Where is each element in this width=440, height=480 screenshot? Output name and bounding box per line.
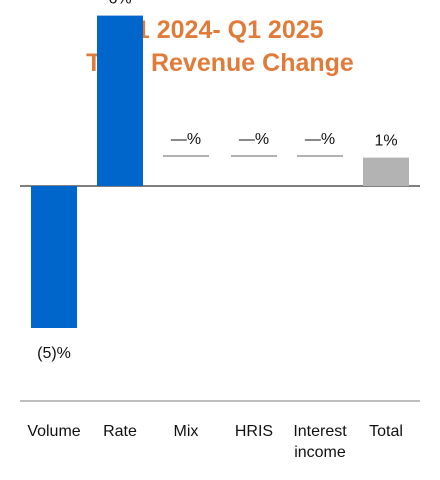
value-label-1: 6% [108, 0, 131, 8]
category-label-4: Interest income [293, 423, 347, 461]
category-label-2: Mix [174, 423, 199, 440]
category-label-0: Volume [27, 423, 80, 440]
value-label-4: —% [305, 131, 335, 148]
bar-5 [363, 157, 409, 186]
category-label-3: HRIS [235, 423, 273, 440]
value-label-3: —% [239, 131, 269, 148]
category-label-1: Rate [103, 423, 137, 440]
category-label-5: Total [369, 423, 403, 440]
value-label-0: (5)% [37, 345, 71, 362]
chart-title-line-1: Q1 2024- Q1 2025 [116, 16, 324, 44]
bar-1 [97, 15, 143, 186]
bar-0 [31, 186, 77, 328]
value-label-5: 1% [374, 133, 397, 150]
value-label-2: —% [171, 131, 201, 148]
